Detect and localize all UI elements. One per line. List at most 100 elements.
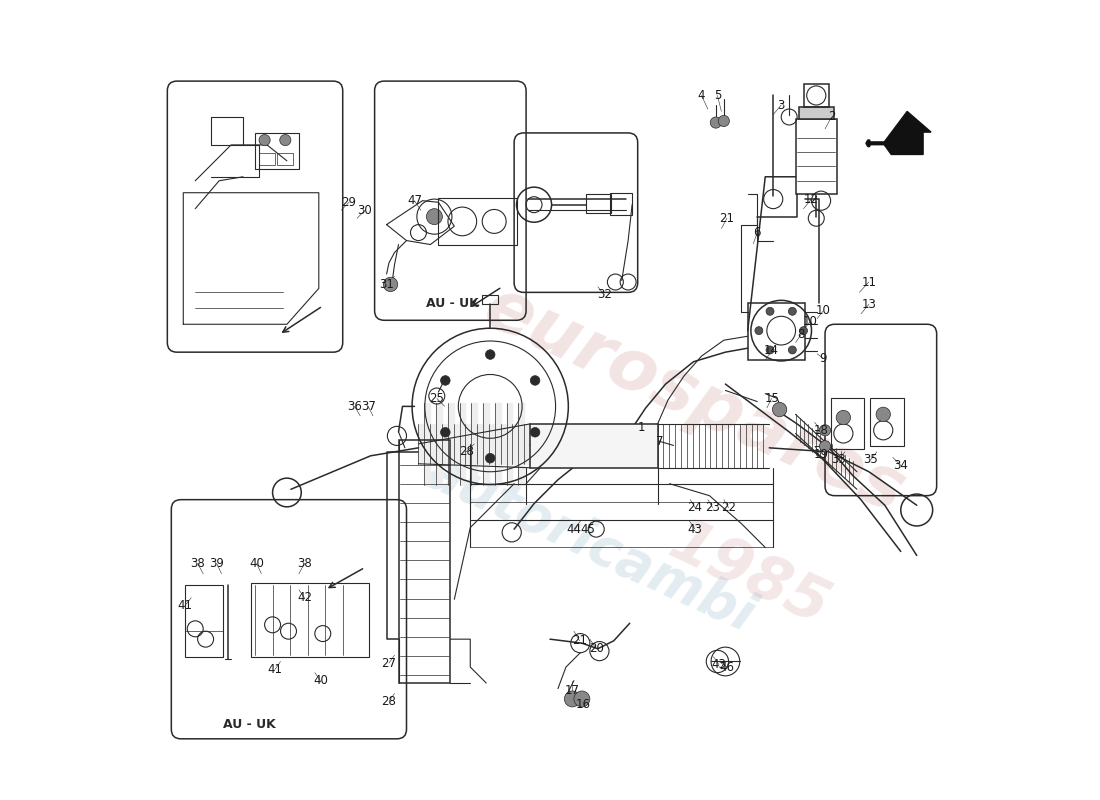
Text: autoricambi: autoricambi xyxy=(417,445,762,642)
Circle shape xyxy=(711,117,722,128)
Circle shape xyxy=(485,350,495,359)
Text: 20: 20 xyxy=(588,642,604,655)
Text: 10: 10 xyxy=(803,315,817,328)
Text: 21: 21 xyxy=(572,634,587,647)
Text: AU - UK: AU - UK xyxy=(427,297,480,310)
Text: 46: 46 xyxy=(719,661,735,674)
Text: 5: 5 xyxy=(714,89,722,102)
Text: 4: 4 xyxy=(697,89,705,102)
Bar xyxy=(795,118,837,194)
Text: 7: 7 xyxy=(657,435,663,448)
Circle shape xyxy=(836,410,850,425)
Text: 28: 28 xyxy=(382,695,396,708)
Circle shape xyxy=(427,209,442,225)
Circle shape xyxy=(766,346,774,354)
Text: 14: 14 xyxy=(764,344,779,357)
Text: 23: 23 xyxy=(705,501,720,514)
Text: 10: 10 xyxy=(816,304,831,318)
Text: 30: 30 xyxy=(358,204,373,217)
Text: 42: 42 xyxy=(297,591,312,604)
Bar xyxy=(398,440,450,683)
Circle shape xyxy=(530,376,540,386)
Text: 29: 29 xyxy=(342,196,356,209)
Text: 13: 13 xyxy=(861,298,877,311)
Text: 41: 41 xyxy=(177,599,192,612)
Text: 27: 27 xyxy=(382,657,396,670)
Text: 18: 18 xyxy=(814,424,828,437)
Text: 31: 31 xyxy=(379,278,394,291)
Text: AU - UK: AU - UK xyxy=(223,718,276,731)
Text: 1: 1 xyxy=(638,422,646,434)
Text: 37: 37 xyxy=(361,400,376,413)
Circle shape xyxy=(755,326,763,334)
Bar xyxy=(251,583,368,657)
Text: 43: 43 xyxy=(688,522,703,536)
Text: 38: 38 xyxy=(190,557,205,570)
Text: 45: 45 xyxy=(581,522,596,536)
Bar xyxy=(439,198,517,245)
Circle shape xyxy=(258,134,271,146)
Bar xyxy=(482,294,498,304)
Text: 39: 39 xyxy=(209,557,224,570)
Circle shape xyxy=(574,691,590,707)
Circle shape xyxy=(820,425,830,436)
Text: 33: 33 xyxy=(832,454,846,466)
Text: 28: 28 xyxy=(459,446,474,458)
Text: 3: 3 xyxy=(778,98,785,111)
Text: 16: 16 xyxy=(576,698,591,711)
Text: 15: 15 xyxy=(764,392,779,405)
Circle shape xyxy=(564,691,581,707)
Text: 25: 25 xyxy=(429,392,444,405)
Circle shape xyxy=(876,407,890,422)
Bar xyxy=(870,398,904,446)
Text: 22: 22 xyxy=(722,501,736,514)
Text: 35: 35 xyxy=(864,454,878,466)
Text: 12: 12 xyxy=(804,193,820,206)
Text: 21: 21 xyxy=(719,212,735,225)
Circle shape xyxy=(440,376,450,386)
Text: 8: 8 xyxy=(798,328,805,341)
Text: 41: 41 xyxy=(267,663,283,676)
Circle shape xyxy=(530,427,540,437)
Circle shape xyxy=(440,427,450,437)
Text: eurospares: eurospares xyxy=(472,272,915,528)
Bar xyxy=(258,153,275,165)
Circle shape xyxy=(718,115,729,126)
Bar xyxy=(609,193,632,215)
Bar xyxy=(530,424,658,468)
Circle shape xyxy=(279,134,290,146)
Bar xyxy=(586,194,612,214)
Circle shape xyxy=(789,307,796,315)
Bar xyxy=(748,302,805,360)
Text: 47: 47 xyxy=(407,194,422,207)
Text: 40: 40 xyxy=(314,674,328,687)
Text: 1985: 1985 xyxy=(660,513,839,638)
Polygon shape xyxy=(883,111,931,154)
Text: 11: 11 xyxy=(861,275,877,289)
Text: 40: 40 xyxy=(250,557,264,570)
Circle shape xyxy=(384,278,398,291)
Text: 36: 36 xyxy=(348,400,362,413)
Text: 38: 38 xyxy=(297,557,311,570)
Text: 32: 32 xyxy=(597,288,612,302)
Text: 9: 9 xyxy=(820,352,827,365)
Bar xyxy=(799,106,834,119)
Bar xyxy=(830,398,865,450)
Bar xyxy=(277,153,294,165)
Text: 2: 2 xyxy=(827,110,835,123)
Circle shape xyxy=(820,441,830,452)
Text: 44: 44 xyxy=(566,522,582,536)
Bar xyxy=(255,133,299,169)
Circle shape xyxy=(485,454,495,463)
Bar xyxy=(803,84,829,106)
Text: 34: 34 xyxy=(893,459,909,472)
Circle shape xyxy=(766,307,774,315)
Circle shape xyxy=(772,402,786,417)
Bar xyxy=(185,585,223,657)
Text: 19: 19 xyxy=(814,448,828,461)
Text: 6: 6 xyxy=(754,226,761,239)
Circle shape xyxy=(789,346,796,354)
Text: 43: 43 xyxy=(712,658,726,671)
Text: 17: 17 xyxy=(564,685,580,698)
Text: 24: 24 xyxy=(688,501,703,514)
